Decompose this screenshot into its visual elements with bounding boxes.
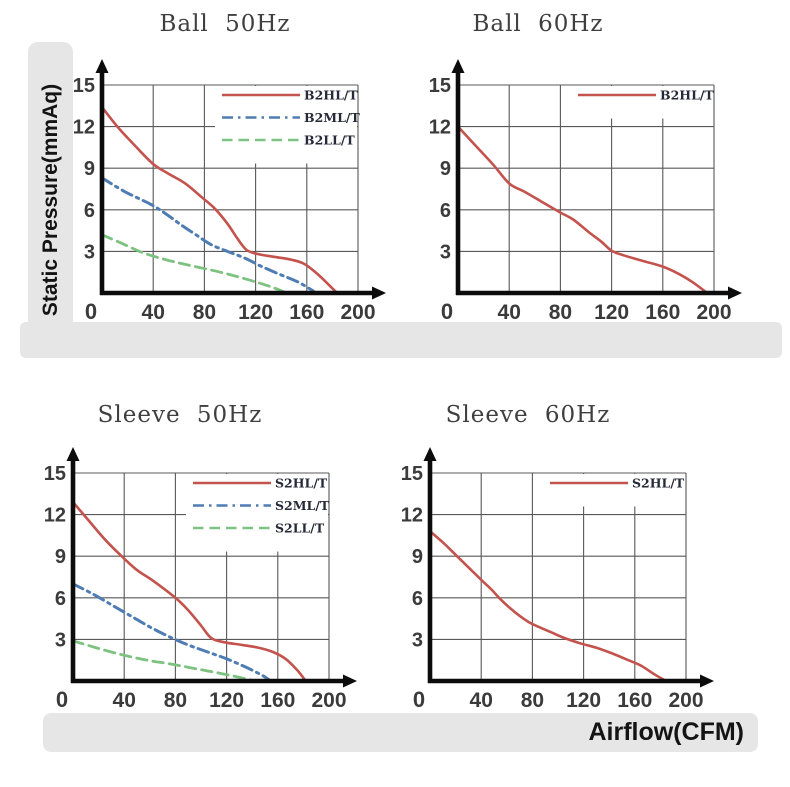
x-tick-label: 160 — [645, 301, 680, 324]
series-curve-s2hl-t — [71, 500, 306, 681]
x-tick-label: 0 — [413, 687, 425, 712]
series-curve-b2ml-t — [100, 176, 315, 293]
y-tick-label: 15 — [73, 75, 95, 97]
x-tick-label: 0 — [85, 299, 97, 324]
x-tick-label: 40 — [142, 301, 165, 324]
x-tick-label: 200 — [668, 689, 703, 712]
x-tick-label: 80 — [521, 689, 544, 712]
legend-label: B2LL/T — [304, 133, 355, 148]
x-tick-label: 160 — [617, 689, 652, 712]
y-tick-label: 15 — [429, 75, 451, 97]
y-tick-label: 6 — [412, 588, 423, 610]
series-curve-s2hl-t — [428, 529, 667, 683]
chart-title-ball-50hz: Ball 50Hz — [159, 11, 291, 37]
y-tick-label: 15 — [401, 463, 423, 485]
x-tick-label: 0 — [56, 687, 68, 712]
x-tick-label: 40 — [498, 301, 521, 324]
chart-sleeve-60hz: S2HL/T 3 6 9 12 15 0 40 80 120 160 200 — [401, 447, 714, 712]
legend-background — [186, 474, 328, 552]
y-tick-label: 12 — [73, 117, 95, 139]
x-tick-label: 160 — [289, 301, 324, 324]
x-tick-label: 120 — [594, 301, 629, 324]
y-tick-label: 3 — [412, 629, 423, 651]
x-axis-label-strip: Airflow(CFM) — [43, 713, 758, 752]
x-tick-label: 120 — [566, 689, 601, 712]
x-tick-label: 200 — [340, 301, 375, 324]
y-tick-label: 9 — [84, 158, 95, 180]
legend-background — [571, 86, 713, 119]
y-tick-label: 6 — [440, 200, 451, 222]
series-curve-b2hl-t — [100, 105, 338, 294]
legend-label: B2HL/T — [304, 88, 358, 103]
y-axis-arrow-icon — [95, 59, 109, 73]
x-tick-label: 80 — [193, 301, 216, 324]
y-axis-arrow-icon — [66, 447, 80, 461]
x-tick-label: 80 — [549, 301, 572, 324]
legend-background — [543, 474, 685, 507]
y-tick-label: 3 — [440, 241, 451, 263]
legend-label: S2ML/T — [275, 498, 330, 513]
x-tick-label: 80 — [164, 689, 187, 712]
y-tick-label: 3 — [55, 629, 66, 651]
x-axis-arrow-icon — [700, 674, 714, 688]
legend-label: S2HL/T — [632, 476, 685, 491]
y-axis-label-strip: Static Pressure(mmAq) — [28, 42, 73, 358]
divider-band — [20, 322, 782, 358]
y-tick-label: 9 — [412, 546, 423, 568]
y-tick-label: 3 — [84, 241, 95, 263]
y-tick-label: 15 — [44, 463, 66, 485]
x-tick-label: 200 — [311, 689, 346, 712]
chart-title-sleeve-50hz: Sleeve 50Hz — [97, 402, 263, 428]
chart-ball-50hz: B2HL/T B2ML/T B2LL/T 3 6 9 12 15 0 40 80 120 160 200 — [73, 59, 386, 324]
x-axis-arrow-icon — [728, 286, 742, 300]
legend-label: S2LL/T — [275, 521, 325, 536]
chart-title-sleeve-60hz: Sleeve 60Hz — [445, 402, 611, 428]
x-tick-label: 120 — [238, 301, 273, 324]
x-axis-arrow-icon — [372, 286, 386, 300]
series-curve-b2hl-t — [456, 125, 708, 294]
x-tick-label: 160 — [260, 689, 295, 712]
y-tick-label: 12 — [429, 117, 451, 139]
legend-label: B2HL/T — [660, 88, 714, 103]
y-axis-arrow-icon — [423, 447, 437, 461]
series-curve-b2ll-t — [100, 233, 287, 294]
series-curve-s2ml-t — [71, 582, 271, 682]
x-axis-title: Airflow(CFM) — [588, 718, 744, 746]
series-curve-s2ll-t — [71, 639, 254, 682]
y-tick-label: 12 — [401, 505, 423, 527]
x-tick-label: 40 — [470, 689, 493, 712]
chart-sleeve-50hz: S2HL/T S2ML/T S2LL/T 3 6 9 12 15 0 40 80 120 160 200 — [44, 447, 357, 712]
y-tick-label: 6 — [55, 588, 66, 610]
y-tick-label: 6 — [84, 200, 95, 222]
legend-label: S2HL/T — [275, 476, 328, 491]
chart-ball-60hz: B2HL/T 3 6 9 12 15 0 40 80 120 160 200 — [429, 59, 742, 324]
y-axis-arrow-icon — [451, 59, 465, 73]
legend-label: B2ML/T — [304, 110, 360, 125]
x-tick-label: 200 — [696, 301, 731, 324]
chart-title-ball-60hz: Ball 60Hz — [472, 11, 604, 37]
x-axis-arrow-icon — [343, 674, 357, 688]
x-tick-label: 40 — [113, 689, 136, 712]
legend-background — [215, 86, 357, 164]
x-tick-label: 0 — [441, 299, 453, 324]
y-tick-label: 9 — [55, 546, 66, 568]
x-tick-label: 120 — [209, 689, 244, 712]
y-tick-label: 9 — [440, 158, 451, 180]
y-tick-label: 12 — [44, 505, 66, 527]
